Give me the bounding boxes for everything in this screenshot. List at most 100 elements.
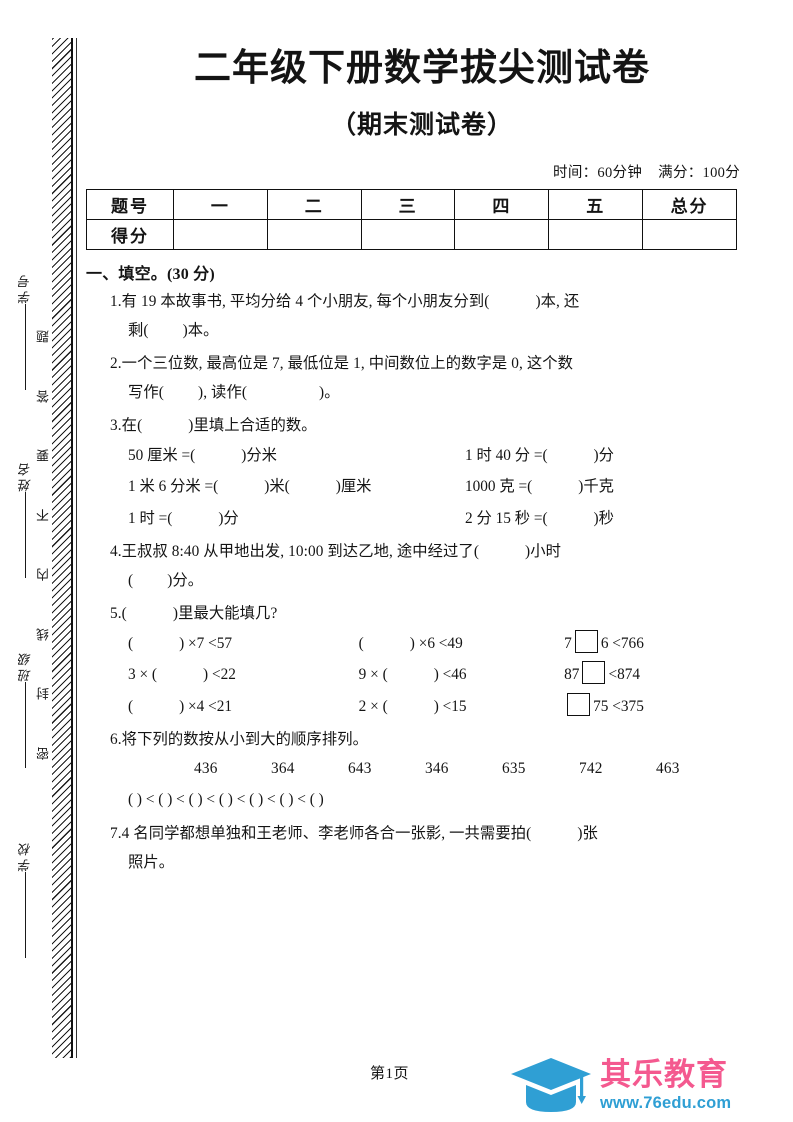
number-item: 635	[502, 760, 526, 778]
q1-text-a: 1.有 19 本故事书, 平均分给 4 个小朋友, 每个小朋友分到(	[110, 293, 490, 311]
question-3-prompt: 3.在()里填上合适的数。	[110, 411, 758, 440]
conversion-left: 1 米 6 分米 =()米()厘米	[128, 471, 465, 502]
page-number: 第1页	[370, 1066, 410, 1082]
score-table-row-label: 题号	[86, 189, 174, 221]
q4-text-b: )小时	[525, 542, 562, 560]
expression-cell: 7 6 <766	[564, 628, 758, 659]
brand-name: 其乐教育	[600, 1056, 728, 1092]
expr-pre: (	[358, 635, 364, 653]
expr-post: ) <46	[433, 666, 467, 684]
q1-text-b: )本, 还	[535, 293, 580, 311]
question-6-prompt: 6.将下列的数按从小到大的顺序排列。	[110, 731, 369, 749]
conv-text: 50 厘米 =(	[128, 446, 196, 464]
expression-cell: () ×7 <57	[128, 628, 359, 659]
question-5: 5.()里最大能填几?	[86, 599, 758, 628]
expression-cell: 75 <375	[564, 691, 758, 722]
expr-post: ) ×6 <49	[409, 635, 463, 653]
score-table-col-2: 二	[266, 189, 362, 221]
expr-pre: 7	[564, 635, 572, 653]
conversion-left: 1 时 =()分	[128, 503, 465, 534]
q4-text-a: 4.王叔叔 8:40 从甲地出发, 10:00 到达乙地, 途中经过了(	[110, 542, 480, 560]
answer-box[interactable]	[582, 661, 606, 685]
info-field-name[interactable]: 姓名	[10, 460, 40, 583]
q5-text-a: 5.(	[110, 604, 127, 622]
score-cell[interactable]	[548, 219, 644, 251]
q7-text-c: 照片。	[128, 853, 175, 871]
page-subtitle: （期末测试卷）	[330, 112, 513, 140]
expression-row: () ×7 <57 ( ) ×6 <49 7 6 <766	[128, 628, 758, 659]
write-rule	[24, 492, 26, 578]
conv-unit: )分米	[241, 446, 277, 464]
exam-sheet: 二年级下册数学拔尖测试卷 （期末测试卷） 时间：60分钟 满分：100分 题号 一…	[86, 38, 758, 877]
score-cell[interactable]	[360, 219, 456, 251]
question-6-compare-row[interactable]: ( ) < ( ) < ( ) < ( ) < ( ) < ( ) < ( )	[128, 791, 324, 809]
brand-url: www.76edu.com	[600, 1093, 732, 1112]
score-cell[interactable]	[266, 219, 362, 251]
page-footer: 第1页 其乐教育 www.76edu.com	[0, 1052, 793, 1122]
info-field-student-id[interactable]: 学号	[10, 272, 40, 395]
conv-unit: )分	[593, 446, 614, 464]
expression-row: 3 × () <22 9 × () <46 87 <874	[128, 659, 758, 690]
number-item: 643	[348, 760, 372, 778]
question-4: 4.王叔叔 8:40 从甲地出发, 10:00 到达乙地, 途中经过了()小时 …	[86, 537, 758, 596]
question-4-line-2: ()分。	[110, 566, 758, 595]
expr-post: ) <22	[203, 666, 236, 684]
conv-text: 1000 克 =(	[464, 478, 533, 496]
conv-unit: )千克	[578, 478, 614, 496]
number-item: 742	[579, 760, 603, 778]
score-cell[interactable]	[173, 219, 268, 251]
question-5-expressions: () ×7 <57 () ×6 <49 7 6 <766 3 × () <22 9…	[86, 628, 758, 722]
q2-text-b: ), 读作(	[198, 384, 248, 402]
seal-hatch-band	[52, 38, 73, 1058]
score-table-col-total: 总分	[642, 189, 737, 221]
section-heading-fill-in-blanks: 一、填空。(30 分)	[86, 266, 215, 284]
answer-box[interactable]	[574, 630, 598, 654]
conversion-right: 1000 克 =( )千克	[465, 471, 758, 502]
info-label: 姓名	[17, 460, 33, 492]
conversion-row: 1 米 6 分米 =()米()厘米 1000 克 =( )千克	[128, 471, 758, 502]
question-4-line-1: 4.王叔叔 8:40 从甲地出发, 10:00 到达乙地, 途中经过了( )小时	[110, 537, 758, 566]
expr-post: ) <15	[433, 697, 467, 715]
conversion-row: 50 厘米 =( )分米 1 时 40 分 =( )分	[128, 440, 758, 471]
conversion-right: 2 分 15 秒 =( )秒	[465, 503, 758, 534]
number-item: 346	[425, 760, 449, 778]
question-5-prompt: 5.()里最大能填几?	[110, 599, 758, 628]
expr-pre: (	[128, 697, 134, 715]
question-3-conversions: 50 厘米 =( )分米 1 时 40 分 =( )分 1 米 6 分米 =()米(…	[86, 440, 758, 534]
conversion-row: 1 时 =()分 2 分 15 秒 =( )秒	[128, 503, 758, 534]
expression-cell: 3 × () <22	[128, 659, 359, 690]
conv-unit: )米(	[264, 478, 290, 496]
number-item: 436	[194, 760, 218, 778]
expr-pre: 87	[564, 666, 580, 684]
info-field-class[interactable]: 班级	[10, 650, 40, 773]
expression-cell: ( ) ×6 <49	[359, 628, 564, 659]
number-item: 463	[656, 760, 680, 778]
conv-text: 1 时 40 分 =(	[464, 446, 548, 464]
q4-text-d: )分。	[167, 572, 204, 590]
score-table-col-5: 五	[548, 189, 644, 221]
expr-pre: 2 × (	[358, 697, 388, 715]
number-item: 364	[271, 760, 295, 778]
answer-box[interactable]	[567, 692, 591, 716]
exam-time: 时间：60分钟	[553, 165, 643, 182]
score-table-row-label: 得分	[86, 219, 174, 251]
table-row-scores: 得分	[86, 219, 737, 251]
conv-unit: )秒	[593, 509, 614, 527]
info-field-school[interactable]: 学校	[10, 840, 40, 963]
page-title: 二年级下册数学拔尖测试卷	[194, 48, 650, 89]
graduation-cap-icon	[511, 1058, 591, 1112]
q2-text-a: 写作(	[128, 384, 164, 402]
expr-post: 75 <375	[593, 697, 644, 715]
q3-text-b: )里填上合适的数。	[188, 416, 317, 434]
conv-unit: )分	[218, 509, 239, 527]
question-3: 3.在()里填上合适的数。	[86, 411, 758, 440]
expr-post: 6 <766	[600, 635, 644, 653]
question-2-line-1: 2.一个三位数, 最高位是 7, 最低位是 1, 中间数位上的数字是 0, 这个…	[110, 354, 574, 372]
expr-post: <874	[608, 666, 641, 684]
score-cell[interactable]	[454, 219, 550, 251]
write-rule	[24, 872, 26, 958]
info-label: 学号	[17, 272, 33, 304]
score-cell[interactable]	[642, 219, 737, 251]
conv-text: 2 分 15 秒 =(	[464, 509, 548, 527]
q7-text-b: )张	[577, 824, 598, 842]
